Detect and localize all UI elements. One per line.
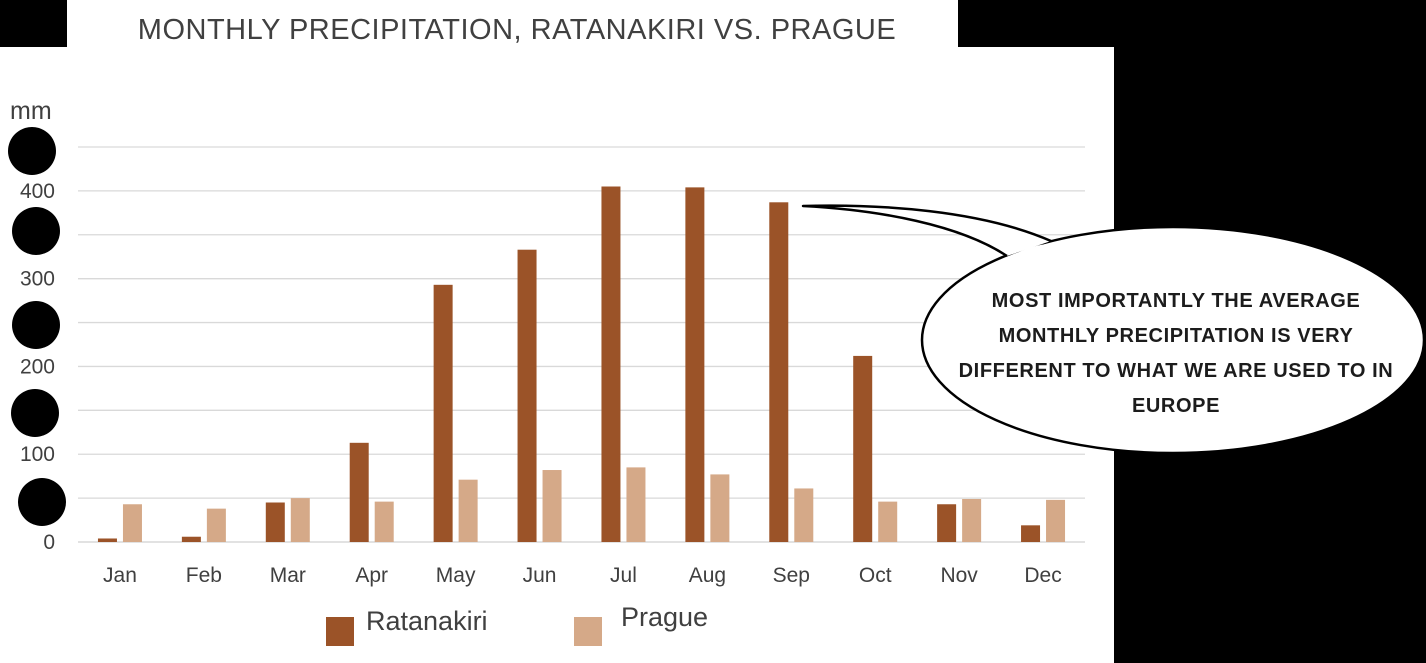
bar-ratanakiri-oct [853,355,873,542]
legend-label-prague: Prague [621,602,709,632]
y-tick-label: 100 [20,443,55,466]
y-tick-label: 200 [20,355,55,378]
y-axis-ticks: 0 100 200 300 400 [20,180,55,554]
x-axis-ticks: Jan Feb Mar Apr May Jun Jul Aug Sep Oct Nov Dec [103,564,1062,587]
bar-prague-jul [626,467,646,542]
speech-bubble-tail-cover [1005,244,1047,262]
x-tick-label: Sep [773,564,810,587]
bar-ratanakiri-jan [97,538,117,542]
bar-ratanakiri-jun [517,249,537,542]
x-tick-label: Feb [186,564,222,587]
x-tick-label: May [436,564,476,587]
bar-ratanakiri-feb [181,536,201,542]
bar-ratanakiri-apr [349,442,369,542]
redaction-circle [12,301,60,349]
speech-bubble-tail [801,204,1052,258]
bar-ratanakiri-jul [601,186,621,542]
y-tick-label: 400 [20,180,55,203]
x-tick-label: Jan [103,564,137,587]
y-tick-label: 300 [20,268,55,291]
bar-prague-dec [1046,499,1066,542]
x-tick-label: Nov [940,564,978,587]
redaction-circle [12,207,60,255]
bar-prague-aug [710,474,730,542]
gridlines [78,146,1085,543]
bar-prague-oct [878,501,898,542]
chart-title: MONTHLY PRECIPITATION, RATANAKIRI VS. PR… [137,14,897,46]
callout-text: MOST IMPORTANTLY THE AVERAGE MONTHLY PRE… [958,290,1394,417]
bar-prague-jan [122,504,142,542]
bar-ratanakiri-sep [769,202,789,543]
legend-label-ratanakiri: Ratanakiri [366,606,488,636]
redaction-marks [8,127,66,526]
redaction-circle [18,478,66,526]
y-tick-label: 0 [43,531,55,554]
redaction-circle [8,127,56,175]
x-tick-label: Oct [859,564,892,587]
speech-bubble-body [920,225,1426,455]
bar-ratanakiri-mar [265,502,285,542]
redaction-circle [11,389,59,437]
legend-swatch-ratanakiri [326,617,354,646]
bar-ratanakiri-aug [685,187,705,542]
legend: Ratanakiri Prague [326,602,726,650]
bar-prague-may [458,479,478,542]
legend-swatch-prague [574,617,602,646]
x-tick-label: Jun [523,564,557,587]
speech-bubble [801,204,1426,455]
bars [97,186,1066,543]
bar-prague-apr [374,501,394,542]
bar-prague-nov [962,498,982,542]
bar-prague-jun [542,470,562,542]
bar-ratanakiri-nov [937,504,957,542]
bar-prague-sep [794,488,814,542]
bar-ratanakiri-dec [1021,525,1041,542]
y-axis-unit-label: mm [10,97,52,125]
x-tick-label: Mar [270,564,306,587]
bar-prague-feb [206,508,226,542]
bar-ratanakiri-may [433,284,453,542]
title-strip [67,0,958,47]
bar-prague-mar [290,498,310,542]
x-tick-label: Dec [1024,564,1061,587]
x-tick-label: Apr [355,564,388,587]
x-tick-label: Aug [689,564,726,587]
x-tick-label: Jul [610,564,637,587]
